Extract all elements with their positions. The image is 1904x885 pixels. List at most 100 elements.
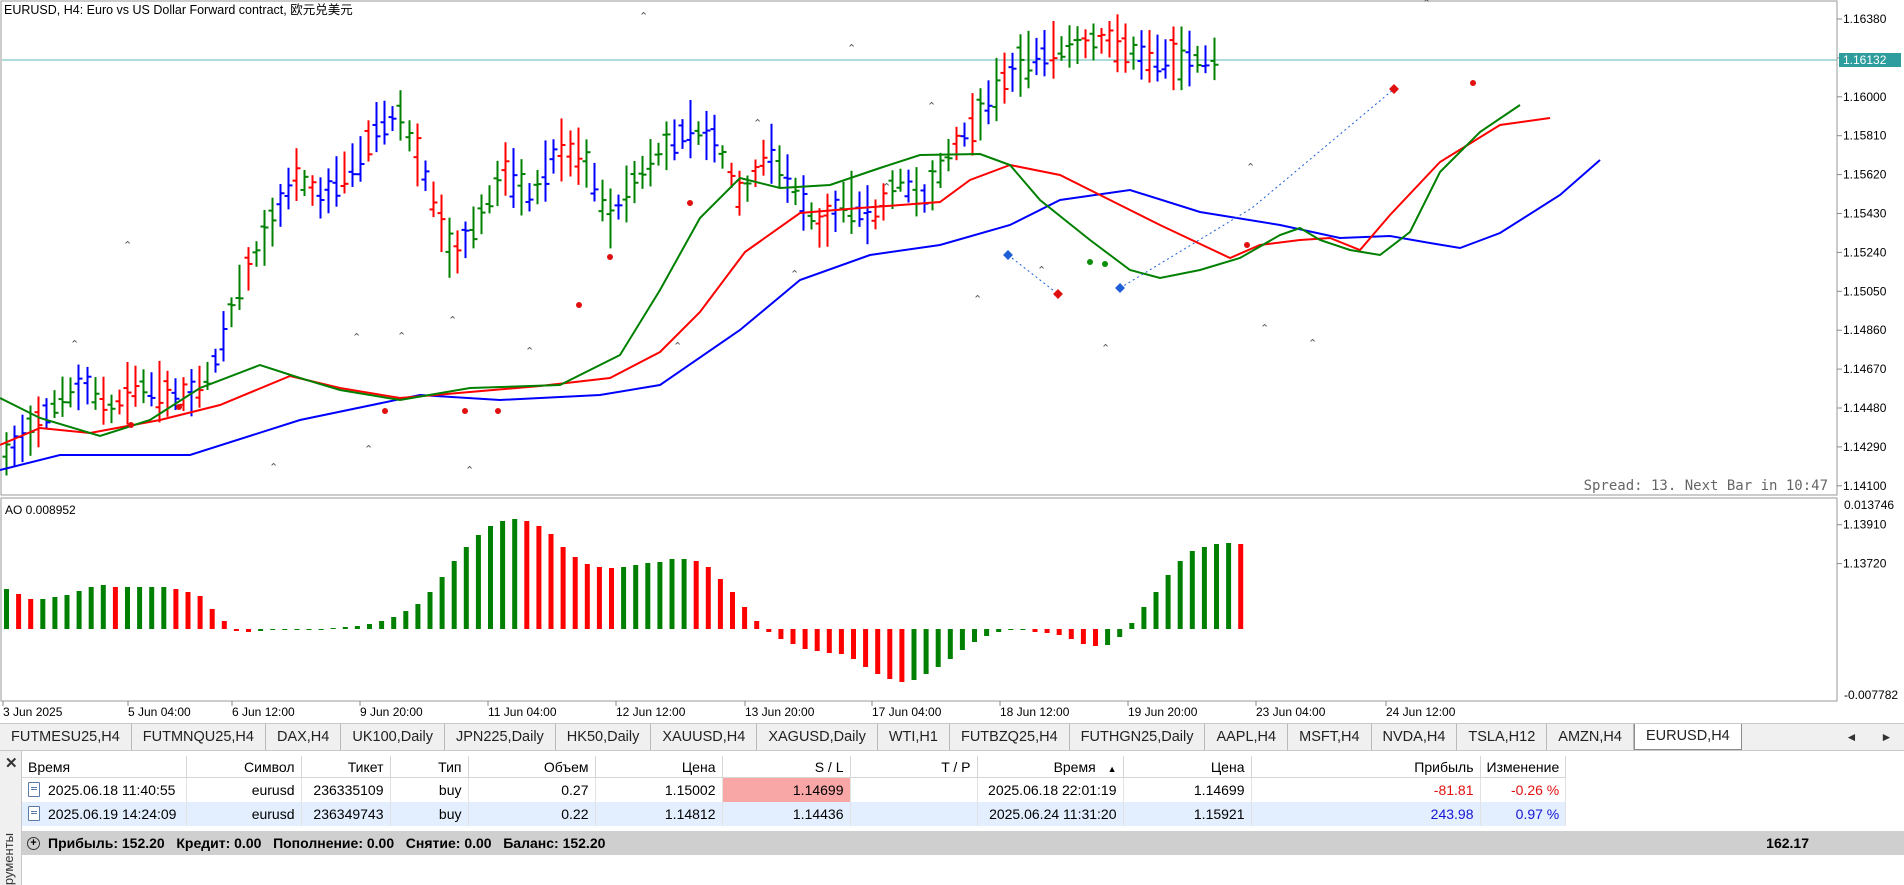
summary-total: 162.17 — [1766, 835, 1809, 851]
chart-window[interactable]: 1.163801.161901.160001.158101.156201.154… — [0, 0, 1904, 723]
chart-tab[interactable]: FUTMESU25,H4 — [0, 724, 132, 750]
cell-open-time-text: 2025.06.18 11:40:55 — [48, 782, 176, 798]
chart-tab[interactable]: MSFT,H4 — [1288, 724, 1372, 750]
price-bar — [501, 142, 510, 196]
ao-bar — [1165, 575, 1171, 629]
price-bar — [147, 372, 156, 407]
price-bar — [759, 139, 768, 176]
oscillator-min: -0.007782 — [1844, 688, 1898, 702]
tab-prev-icon[interactable]: ◄ — [1845, 730, 1858, 744]
spread-info: Spread: 13. Next Bar in 10:47 — [1584, 478, 1828, 494]
chart-tab[interactable]: EURUSD,H4 — [1633, 724, 1742, 750]
close-icon[interactable]: ✕ — [5, 755, 18, 772]
ao-bar — [1141, 607, 1147, 629]
price-bar — [461, 221, 470, 259]
signal-dot — [128, 422, 134, 428]
signal-dot — [1244, 242, 1250, 248]
chart-tab[interactable]: DAX,H4 — [266, 724, 342, 750]
col-close-price[interactable]: Цена — [1123, 756, 1252, 778]
ao-bar — [258, 629, 264, 631]
chart-tab[interactable]: XAGUSD,Daily — [757, 724, 878, 750]
ao-bar — [621, 567, 627, 629]
col-close-time[interactable]: Время ▲ — [977, 756, 1124, 778]
chart-tab[interactable]: HK50,Daily — [556, 724, 652, 750]
chart-tab[interactable]: NVDA,H4 — [1372, 724, 1458, 750]
col-open-time[interactable]: Время — [22, 756, 187, 778]
col-change[interactable]: Изменение — [1480, 756, 1567, 778]
chart-tab-bar: FUTMESU25,H4 FUTMNQU25,H4 DAX,H4 UK100,Dail… — [0, 723, 1904, 751]
ao-bar — [802, 629, 808, 649]
col-price[interactable]: Цена — [595, 756, 723, 778]
col-sl[interactable]: S / L — [722, 756, 851, 778]
signal-dot — [462, 408, 468, 414]
price-bar — [541, 140, 550, 202]
fractal-icon: ⌃ — [639, 11, 648, 23]
ao-bar — [754, 621, 760, 629]
ao-bar — [125, 587, 130, 629]
chart-tab[interactable]: UK100,Daily — [341, 724, 445, 750]
price-bar — [1129, 36, 1138, 70]
time-label: 11 Jun 04:00 — [488, 705, 557, 719]
summary-row[interactable]: + Прибыль: 152.20 Кредит: 0.00 Пополнени… — [22, 831, 1904, 855]
tab-next-icon[interactable]: ► — [1880, 730, 1893, 744]
signal-dot — [382, 408, 388, 414]
fractal-icon: ⌃ — [364, 444, 373, 456]
col-profit[interactable]: Прибыль — [1251, 756, 1481, 778]
time-label: 18 Jun 12:00 — [1000, 705, 1070, 719]
chart-tab[interactable]: XAUUSD,H4 — [651, 724, 758, 750]
chart-tab[interactable]: FUTHGN25,Daily — [1070, 724, 1206, 750]
chart-tab[interactable]: JPN225,Daily — [445, 724, 556, 750]
chart-tab[interactable]: AMZN,H4 — [1547, 724, 1634, 750]
chart-tab[interactable]: WTI,H1 — [878, 724, 950, 750]
cell-open-time-text: 2025.06.19 14:24:09 — [48, 806, 177, 822]
deal-doc-icon — [28, 806, 40, 821]
summary-text: Прибыль: 152.20 Кредит: 0.00 Пополнение:… — [48, 835, 606, 851]
ao-bar — [717, 579, 723, 629]
col-symbol[interactable]: Символ — [186, 756, 302, 778]
price-bar — [823, 193, 832, 247]
ao-bar — [1214, 544, 1219, 629]
ao-bar — [294, 629, 300, 630]
price-bar — [1193, 45, 1202, 73]
ao-bar — [1008, 629, 1014, 630]
ao-bar — [64, 595, 70, 629]
price-bar — [904, 169, 913, 203]
ao-bar — [959, 629, 965, 650]
table-row[interactable]: 2025.06.19 14:24:09 eurusd 236349743 buy… — [22, 802, 1567, 826]
ao-bar — [899, 629, 905, 682]
price-bar — [58, 376, 67, 417]
price-bar — [799, 175, 808, 231]
col-type[interactable]: Тип — [390, 756, 469, 778]
time-label: 19 Jun 20:00 — [1128, 705, 1198, 719]
ao-bar — [669, 559, 675, 629]
price-bar — [34, 396, 43, 448]
price-bar — [421, 160, 430, 191]
price-bar — [388, 106, 397, 132]
ao-bar — [488, 526, 493, 629]
col-volume[interactable]: Объем — [468, 756, 596, 778]
price-bar — [1049, 20, 1058, 79]
chart-canvas[interactable]: 1.163801.161901.160001.158101.156201.154… — [0, 0, 1904, 723]
price-bar — [340, 151, 349, 194]
signal-dot — [1102, 261, 1108, 267]
cell-volume: 0.27 — [468, 777, 596, 802]
cell-close-time: 2025.06.24 11:31:20 — [977, 802, 1124, 826]
chart-tab[interactable]: FUTMNQU25,H4 — [132, 724, 266, 750]
price-bar — [1040, 30, 1049, 77]
price-bar — [493, 160, 502, 207]
toolbox-side-label[interactable]: рументы — [1, 832, 16, 885]
fractal-icon: ⌃ — [790, 269, 799, 281]
chart-tab[interactable]: AAPL,H4 — [1205, 724, 1289, 750]
chart-tab[interactable]: FUTBZQ25,H4 — [950, 724, 1070, 750]
col-ticket[interactable]: Тикет — [301, 756, 391, 778]
price-label: 1.15240 — [1843, 245, 1887, 259]
chart-tab[interactable]: TSLA,H12 — [1457, 724, 1548, 750]
table-row[interactable]: 2025.06.18 11:40:55 eurusd 236335109 buy… — [22, 777, 1567, 802]
ao-bar — [996, 629, 1002, 632]
ao-bar — [911, 629, 917, 680]
col-tp[interactable]: T / P — [850, 756, 978, 778]
fractal-icon: ⌃ — [927, 101, 936, 113]
price-bar — [871, 199, 880, 230]
expand-icon[interactable]: + — [27, 836, 40, 850]
history-table: Время Символ Тикет Тип Объем Цена S / L … — [22, 756, 1567, 826]
